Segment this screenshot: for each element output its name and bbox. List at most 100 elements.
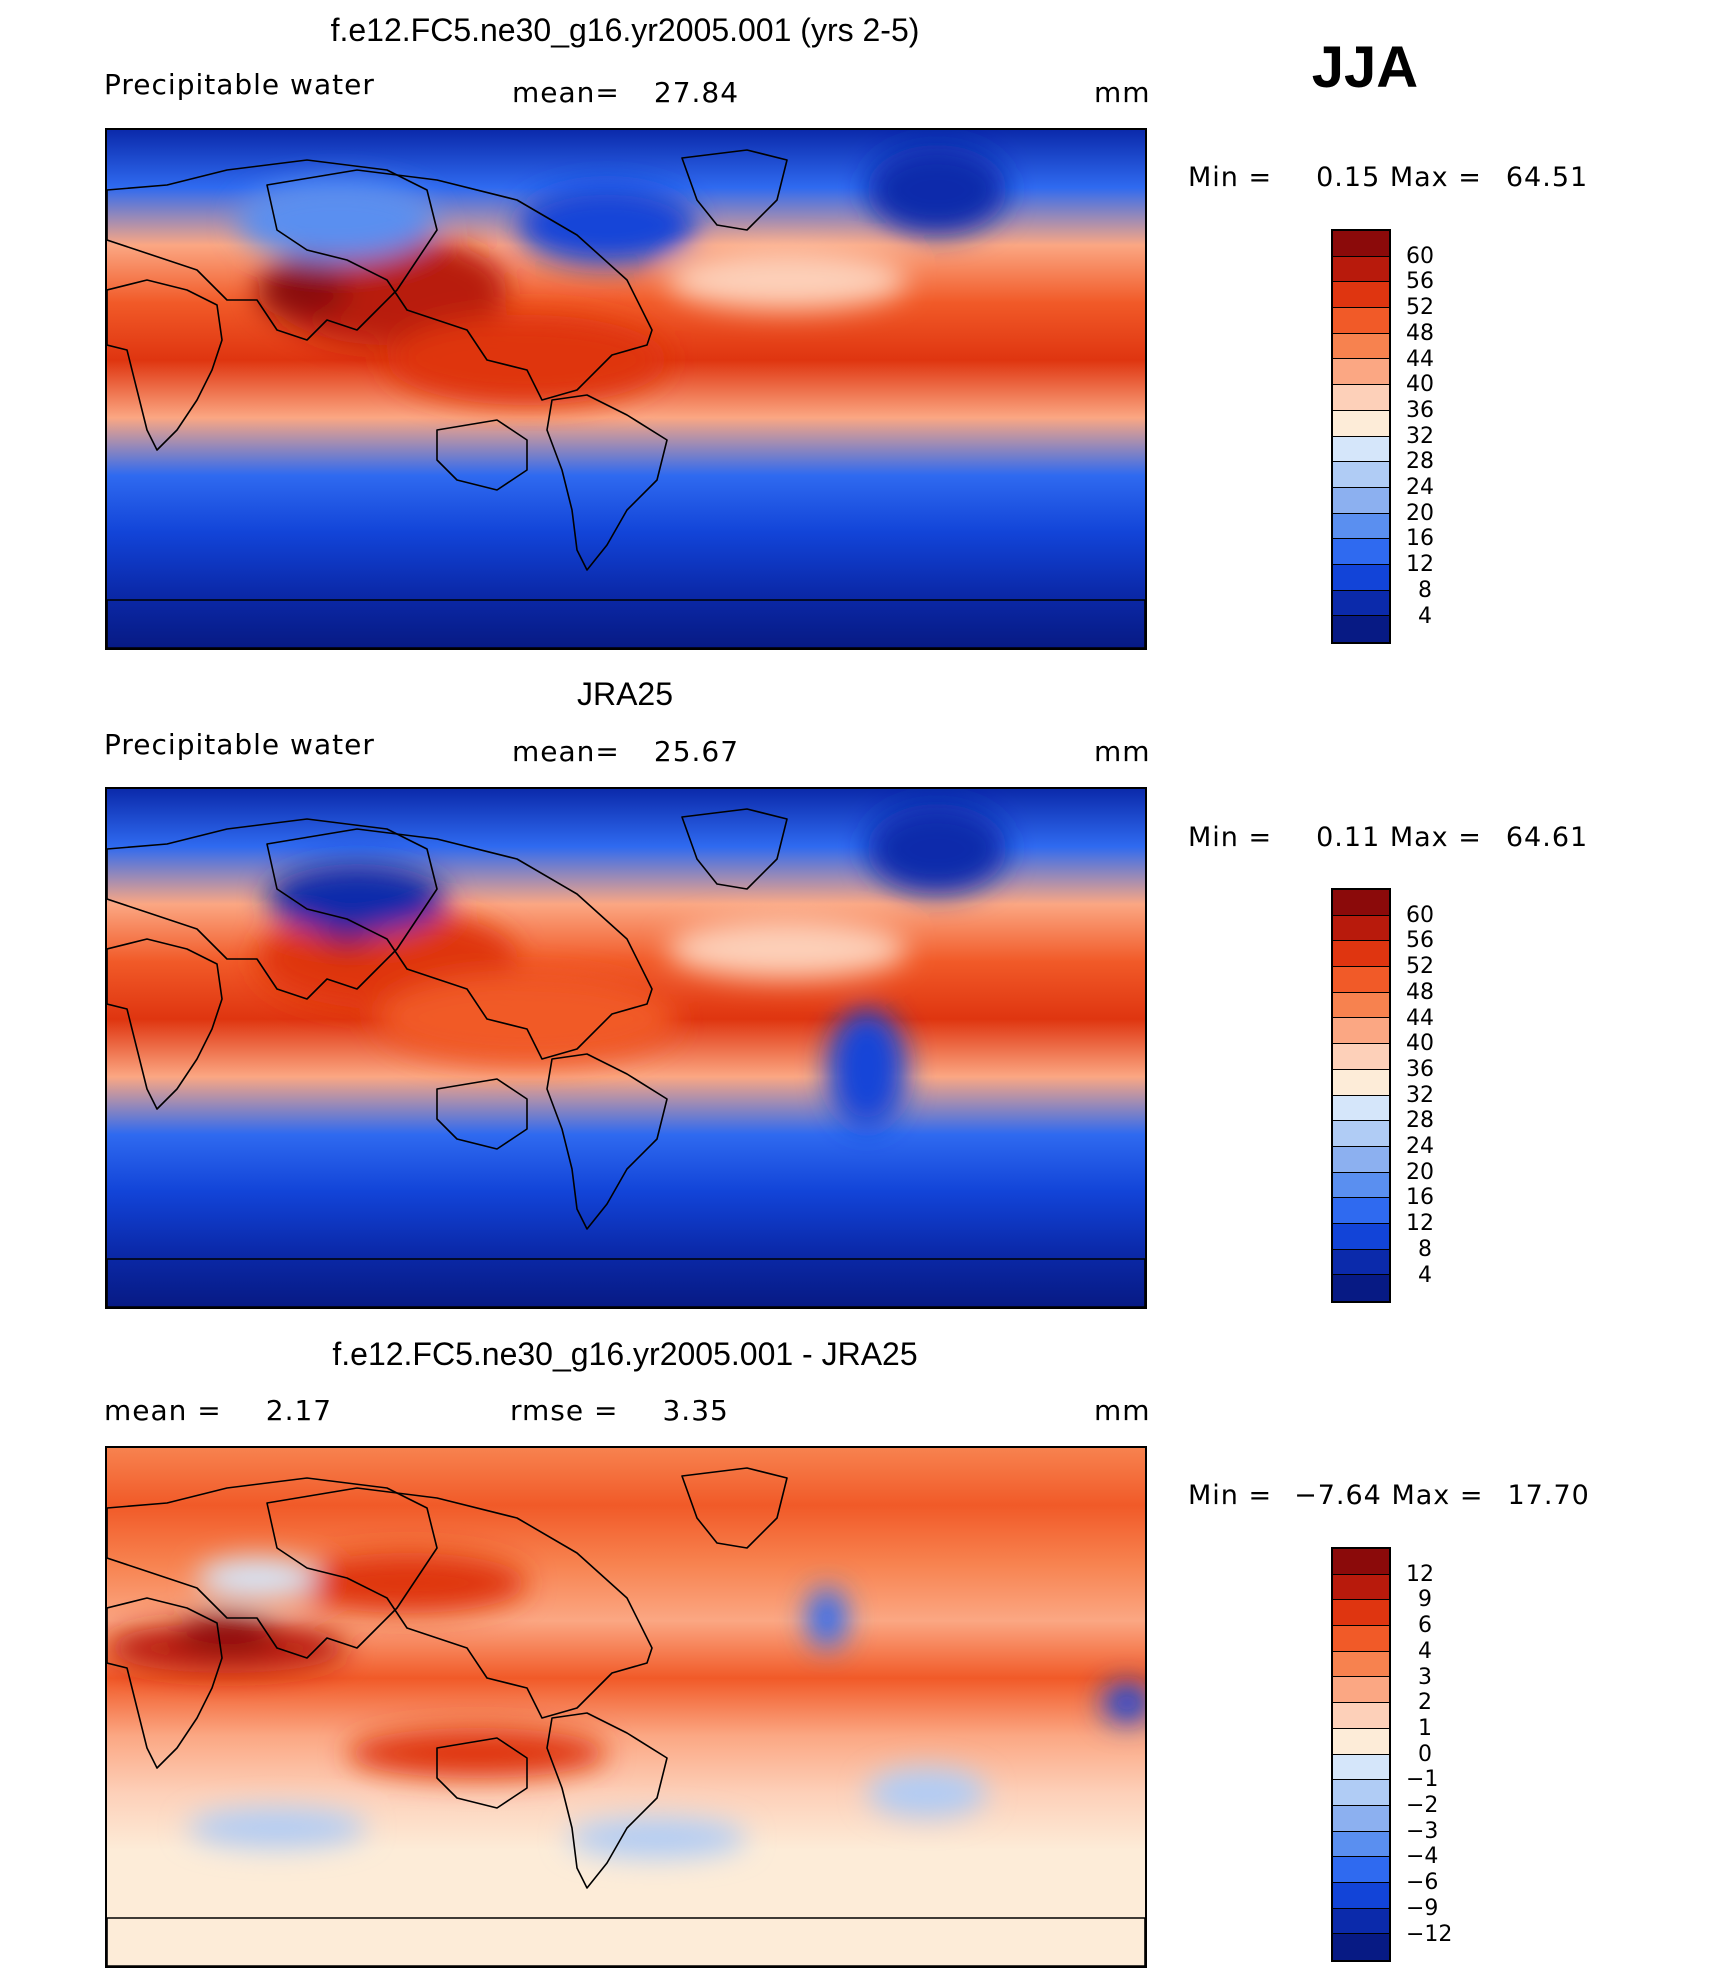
colorbar-tick-label: −12	[1406, 1921, 1453, 1947]
field-map	[107, 789, 1145, 1307]
field-map	[107, 1448, 1145, 1966]
colorbar-band	[1333, 1223, 1389, 1250]
colorbar-band	[1333, 1095, 1389, 1122]
colorbar-tick-label: −4	[1406, 1844, 1439, 1870]
colorbar-band	[1333, 1831, 1389, 1858]
coastline	[107, 1917, 1145, 1966]
coastline	[436, 419, 528, 491]
panel-3-max-value: 17.70	[1507, 1480, 1590, 1511]
colorbar-band	[1333, 1249, 1389, 1276]
field-anomaly-blob	[257, 260, 347, 320]
panel-3-units: mm	[1094, 1394, 1151, 1427]
panel-2-max-value: 64.61	[1505, 822, 1589, 853]
panel-3-rmse-value: 3.35	[662, 1394, 729, 1427]
colorbar-band	[1333, 1146, 1389, 1173]
panel-1-colorbar	[1331, 229, 1391, 645]
colorbar-band	[1333, 1121, 1389, 1147]
colorbar-tick-label: 24	[1406, 1134, 1434, 1159]
colorbar-band	[1333, 1908, 1389, 1935]
colorbar-band	[1333, 1677, 1389, 1704]
panel-1-variable: Precipitable water	[104, 68, 375, 101]
panel-2-map	[105, 787, 1147, 1309]
field-anomaly-blob	[517, 185, 697, 265]
colorbar-tick-label: 36	[1406, 397, 1434, 423]
colorbar-band	[1333, 1882, 1389, 1909]
field-map	[107, 130, 1145, 648]
colorbar-band	[1333, 359, 1389, 386]
coastline	[107, 159, 438, 341]
colorbar-band	[1333, 487, 1389, 514]
colorbar-tick-label: 4	[1418, 1638, 1432, 1664]
colorbar-tick-label: 8	[1418, 1236, 1432, 1262]
field-anomaly-blob	[867, 804, 1007, 894]
field-anomaly-blob	[1102, 1683, 1145, 1723]
colorbar-tick-label: 32	[1406, 423, 1434, 449]
colorbar-tick-label: 2	[1418, 1690, 1432, 1716]
colorbar-tick-label: 24	[1406, 475, 1434, 500]
colorbar-tick-label: 40	[1406, 372, 1434, 398]
colorbar-tick-label: −1	[1406, 1767, 1439, 1793]
panel-2-variable: Precipitable water	[104, 728, 375, 761]
panel-1-title: f.e12.FC5.ne30_g16.yr2005.001 (yrs 2-5)	[330, 12, 920, 48]
colorbar-band	[1333, 513, 1389, 540]
colorbar-band	[1333, 1275, 1389, 1301]
colorbar-band	[1333, 1198, 1389, 1224]
coastline	[546, 1053, 668, 1230]
colorbar-band	[1333, 1651, 1389, 1678]
panel-2-min-value: 0.11	[1316, 822, 1381, 853]
field-anomaly-blob	[377, 974, 677, 1064]
colorbar-band	[1333, 616, 1389, 642]
panel-1-minmax: Min = 0.15 Max = 64.51	[1188, 162, 1589, 193]
colorbar-band	[1333, 1626, 1389, 1652]
colorbar-band	[1333, 967, 1389, 993]
colorbar-tick-label: 52	[1406, 954, 1434, 980]
colorbar-tick-label: 8	[1418, 577, 1432, 603]
panel-1-min-value: 0.15	[1316, 162, 1381, 193]
field-anomaly-blob	[267, 864, 447, 934]
colorbar-band	[1333, 436, 1389, 463]
coastline	[436, 1078, 528, 1150]
coastline	[266, 1487, 653, 1719]
panel-3-minmax: Min = −7.64 Max = 17.70	[1188, 1480, 1590, 1511]
panel-2-mean-value: 25.67	[653, 735, 740, 768]
panel-1-map	[105, 128, 1147, 650]
colorbar-tick-label: 20	[1406, 500, 1434, 526]
colorbar-band	[1333, 462, 1389, 488]
field-background	[107, 1448, 1145, 1966]
colorbar-band	[1333, 941, 1389, 968]
colorbar-tick-label: 44	[1406, 1005, 1434, 1031]
panel-1-mean: mean= 27.84	[512, 76, 739, 109]
colorbar-tick-label: 28	[1406, 1108, 1434, 1134]
colorbar-band	[1333, 539, 1389, 565]
colorbar-band	[1333, 1805, 1389, 1832]
panel-3-mean-value: 2.17	[265, 1394, 333, 1427]
colorbar-band	[1333, 308, 1389, 334]
colorbar-tick-label: 1	[1418, 1715, 1432, 1741]
colorbar-tick-label: 60	[1406, 243, 1434, 269]
colorbar-band	[1333, 590, 1389, 617]
colorbar-tick-label: 4	[1418, 603, 1432, 629]
colorbar-tick-label: 12	[1406, 552, 1434, 578]
field-anomaly-blob	[267, 235, 507, 345]
colorbar-tick-label: 20	[1406, 1159, 1434, 1185]
panel-3-rmse: rmse = 3.35	[510, 1394, 729, 1427]
colorbar-tick-label: 12	[1406, 1561, 1434, 1587]
colorbar-band	[1333, 1044, 1389, 1070]
colorbar-band	[1333, 1600, 1389, 1627]
colorbar-band	[1333, 1574, 1389, 1601]
colorbar-tick-label: 40	[1406, 1031, 1434, 1057]
panel-3-mean: mean = 2.17	[104, 1394, 332, 1427]
field-anomaly-blob	[807, 1588, 847, 1648]
panel-1-mean-label: mean=	[512, 76, 620, 109]
coastline	[107, 818, 438, 1000]
colorbar-tick-label: −6	[1406, 1870, 1439, 1896]
field-anomaly-blob	[237, 180, 437, 260]
coastline	[107, 599, 1145, 648]
colorbar-band	[1333, 915, 1389, 942]
coastline	[107, 279, 223, 451]
coastline	[681, 808, 788, 890]
colorbar-tick-label: 12	[1406, 1211, 1434, 1237]
coastline	[436, 1737, 528, 1809]
field-anomaly-blob	[347, 1728, 607, 1778]
colorbar-band	[1333, 1069, 1389, 1096]
